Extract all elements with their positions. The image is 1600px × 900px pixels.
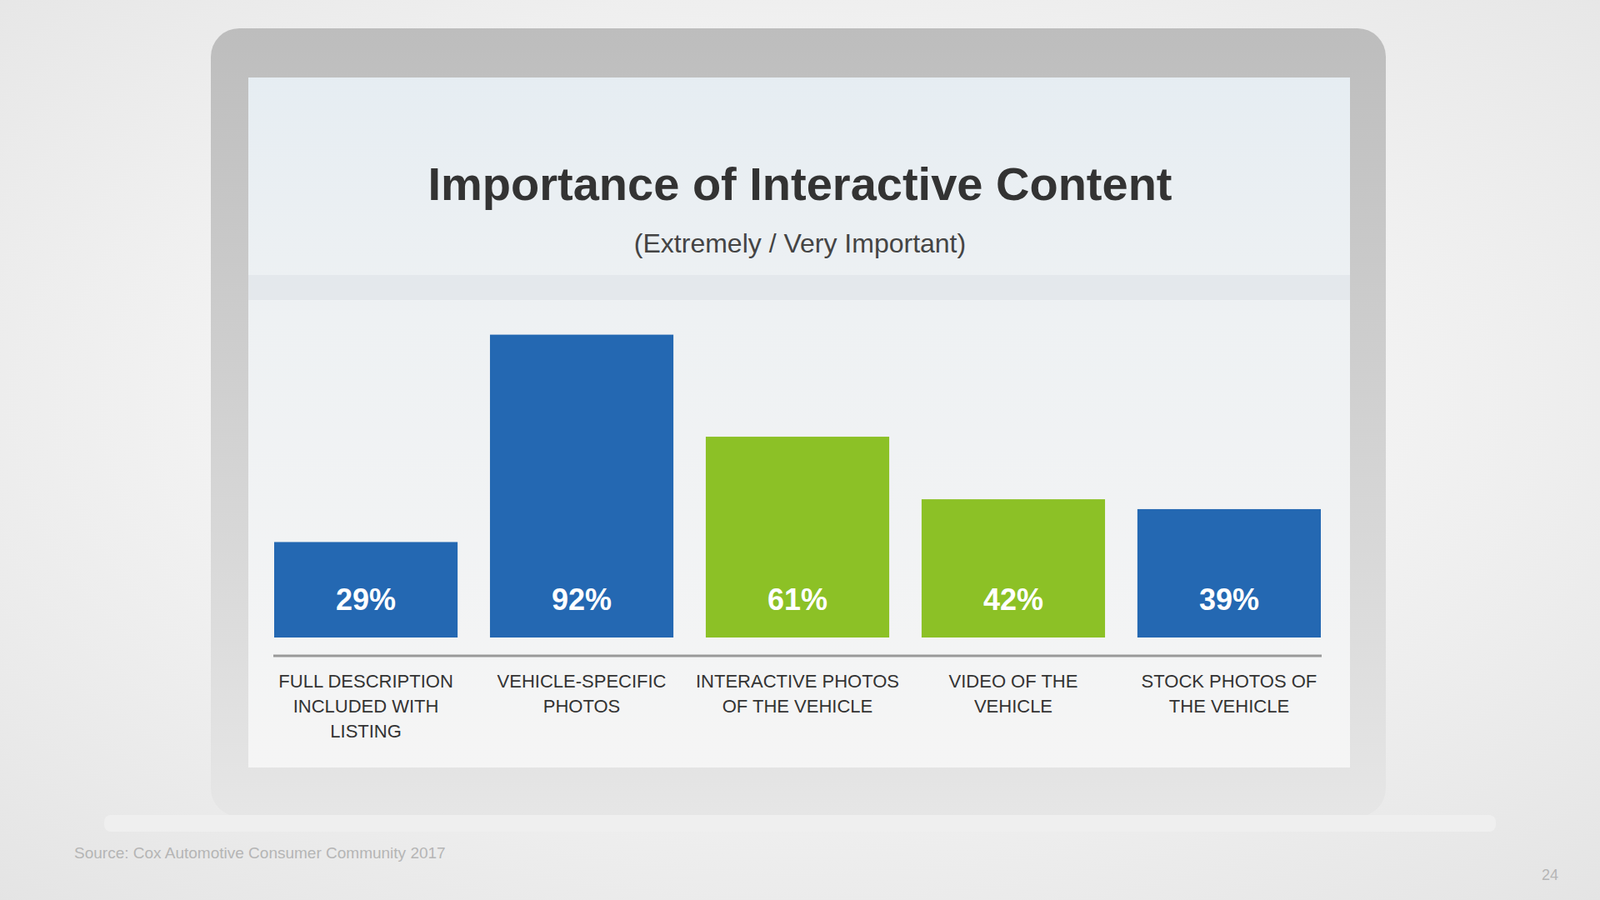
tick-label-line: INCLUDED WITH [293,695,440,717]
horizon [248,275,1350,300]
data-label: 29% [335,582,396,617]
data-label: 42% [983,582,1044,617]
axis-line [273,655,1322,658]
source-note: Source: Cox Automotive Consumer Communit… [74,844,446,862]
bar [705,436,890,638]
tick-label-line: THE VEHICLE [1169,695,1290,717]
tick: INTERACTIVE PHOTOS OF THE VEHICLE [695,670,900,717]
tick: STOCK PHOTOS OF THE VEHICLE [1141,670,1318,717]
tick: VEHICLE-SPECIFIC PHOTOS [497,670,667,717]
chart-subtitle: (Extremely / Very Important) [634,228,966,259]
bar [921,499,1105,638]
tick-label-line: OF THE VEHICLE [722,695,874,717]
laptop-base [104,815,1496,832]
tick-label-line: LISTING [330,720,402,742]
bar [1137,509,1321,638]
data-label: 39% [1199,582,1260,617]
tick-label: VIDEO OF THE VEHICLE [949,670,1079,717]
tick-label: FULL DESCRIPTION INCLUDED WITH LISTING [278,670,453,742]
tick-label-line: PHOTOS [543,695,621,717]
tick-label-line: VEHICLE-SPECIFIC [497,670,667,692]
tick-label: STOCK PHOTOS OF THE VEHICLE [1141,670,1318,717]
tick-label: INTERACTIVE PHOTOS OF THE VEHICLE [695,670,900,717]
chart-canvas: Importance of Interactive Content (Extrem… [0,0,1600,900]
background [0,0,1600,900]
tick-label-line: VEHICLE [974,695,1053,717]
chart-title: Importance of Interactive Content [427,157,1172,210]
data-labels: 29% 92% 61% 42% 39% [335,582,1260,617]
tick-label-line: INTERACTIVE PHOTOS [695,670,900,692]
laptop-screen [248,77,1350,768]
tick-label-line: FULL DESCRIPTION [278,670,453,692]
tick-label: VEHICLE-SPECIFIC PHOTOS [497,670,667,717]
data-label: 92% [551,582,612,617]
x-axis: FULL DESCRIPTION INCLUDED WITH LISTING VEHI… [273,655,1322,742]
tick-label-line: STOCK PHOTOS OF [1141,670,1318,692]
bar [274,541,458,638]
data-label: 61% [767,582,828,617]
tick: VIDEO OF THE VEHICLE [949,670,1079,717]
laptop-frame [210,28,1386,817]
tick-label-line: VIDEO OF THE [949,670,1079,692]
bar [490,335,674,638]
page-number: 24 [1541,866,1559,884]
tick: FULL DESCRIPTION INCLUDED WITH LISTING [278,670,453,742]
bars [274,335,1321,638]
